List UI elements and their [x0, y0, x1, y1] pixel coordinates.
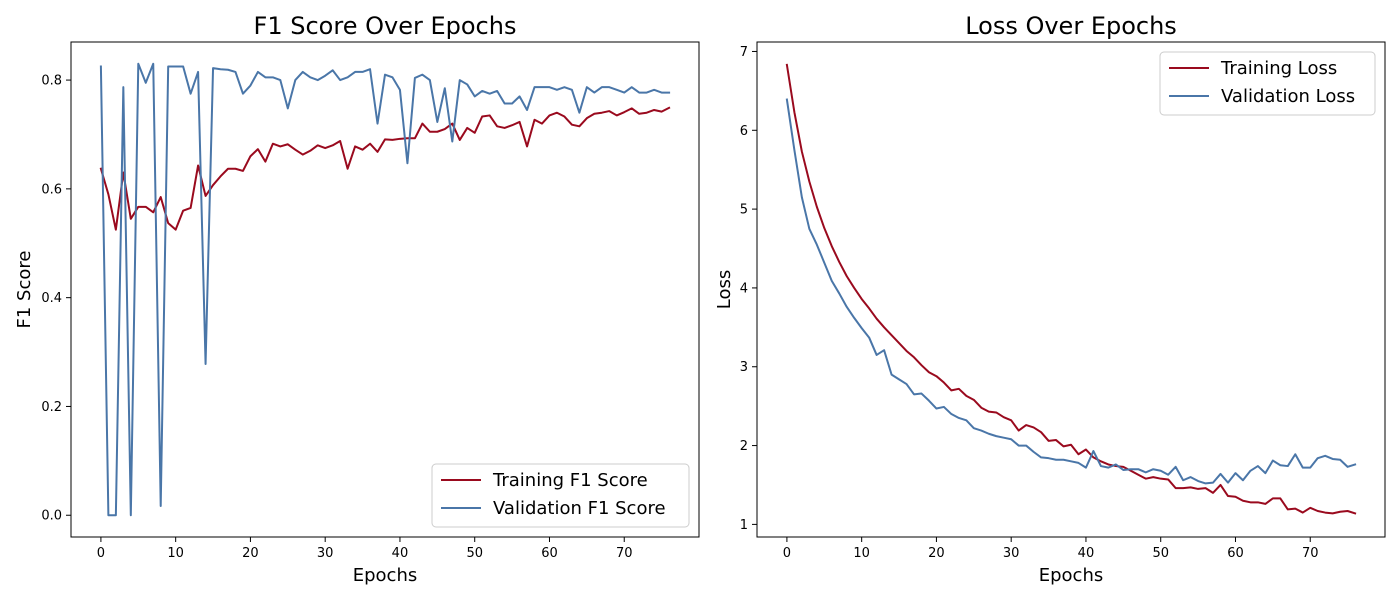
f1-y-axis-label: F1 Score	[14, 251, 35, 329]
loss-y-tick-label: 1	[740, 518, 748, 533]
loss-axis-ticks: 0 10 20 30 40 50 60 70 1 2 3 4 5 6 7	[740, 45, 1319, 561]
f1-axis-ticks: 0 10 20 30 40 50 60 70 0.0 0.2 0.4 0.6 0.8	[41, 74, 632, 561]
loss-x-axis-label: Epochs	[1039, 565, 1104, 586]
loss-y-tick-label: 3	[740, 360, 748, 375]
loss-y-tick-label: 7	[740, 45, 748, 60]
f1-y-tick-label: 0.4	[41, 291, 62, 306]
loss-legend: Training Loss Validation Loss	[1159, 51, 1376, 116]
loss-chart-panel: Loss Over Epochs 0 10 20 30 40 50 60 701234567 …	[714, 12, 1386, 586]
f1-y-tick-label: 0.6	[41, 182, 62, 197]
loss-series-training-line	[785, 63, 1357, 515]
loss-chart-title: Loss Over Epochs	[965, 12, 1177, 40]
f1-x-tick-label: 20	[242, 546, 259, 561]
f1-chart-title: F1 Score Over Epochs	[254, 12, 517, 40]
f1-x-tick-label: 30	[317, 546, 334, 561]
f1-x-tick-label: 70	[616, 546, 633, 561]
loss-y-axis-label: Loss	[714, 270, 735, 309]
f1-plot-lines	[99, 62, 671, 517]
loss-y-tick-label: 4	[740, 281, 748, 296]
loss-y-tick-label: 5	[740, 203, 748, 218]
f1-plot-frame	[70, 41, 700, 538]
f1-chart-panel: F1 Score Over Epochs 0 10 20 30 40 50 60 700.00…	[14, 12, 700, 586]
loss-x-tick-label: 60	[1227, 546, 1244, 561]
f1-series-training-line	[99, 106, 671, 231]
loss-x-tick-label: 30	[1003, 546, 1020, 561]
f1-x-tick-label: 10	[167, 546, 184, 561]
loss-x-tick-label: 10	[853, 546, 870, 561]
f1-legend-training-label: Training F1 Score	[492, 470, 648, 491]
f1-x-tick-label: 50	[466, 546, 483, 561]
f1-legend: Training F1 Score Validation F1 Score	[431, 463, 690, 528]
loss-legend-validation-label: Validation Loss	[1221, 86, 1355, 107]
f1-x-tick-label: 40	[392, 546, 409, 561]
f1-legend-validation-label: Validation F1 Score	[493, 498, 666, 519]
f1-x-tick-label: 60	[541, 546, 558, 561]
loss-legend-training-label: Training Loss	[1220, 58, 1337, 79]
f1-x-tick-label: 0	[97, 546, 105, 561]
f1-y-tick-label: 0.8	[41, 74, 62, 89]
loss-plot-frame	[756, 41, 1386, 538]
loss-series-validation-line	[785, 98, 1357, 485]
f1-y-tick-label: 0.0	[41, 509, 62, 524]
loss-x-tick-label: 0	[783, 546, 791, 561]
loss-x-tick-label: 50	[1152, 546, 1169, 561]
loss-x-tick-label: 70	[1302, 546, 1319, 561]
loss-y-tick-label: 6	[740, 124, 748, 139]
f1-x-axis-label: Epochs	[353, 565, 418, 586]
f1-series-validation-line	[99, 62, 671, 517]
f1-y-tick-label: 0.2	[41, 400, 62, 415]
loss-y-tick-label: 2	[740, 439, 748, 454]
f1-legend-box	[431, 463, 690, 528]
loss-plot-lines	[785, 63, 1357, 515]
loss-x-tick-label: 40	[1078, 546, 1095, 561]
loss-legend-box	[1159, 51, 1376, 116]
loss-x-tick-label: 20	[928, 546, 945, 561]
